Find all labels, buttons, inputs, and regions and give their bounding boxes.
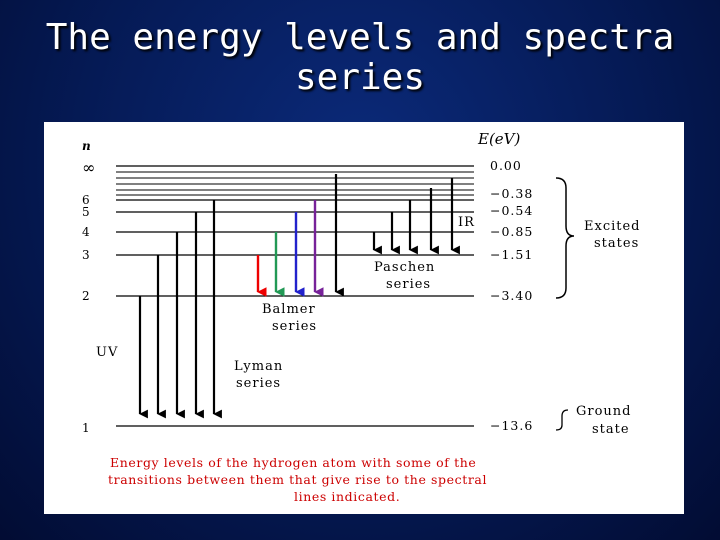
level-n-label-inf: ∞ bbox=[82, 158, 95, 177]
paschen-label-line-2: series bbox=[386, 277, 431, 292]
balmer-label-line-2: series bbox=[272, 319, 317, 334]
energy-axis-label: E(eV) bbox=[477, 130, 521, 148]
excited-states-brace bbox=[555, 177, 575, 299]
n-axis-label: n bbox=[82, 139, 91, 153]
level-energy-label-2: −3.40 bbox=[490, 288, 533, 303]
energy-level-diagram: n E(eV) ∞ 0.00 6 −0.38 5 −0.54 4 −0.85 3 −1.51 2 −3… bbox=[44, 122, 684, 514]
level-n-label-1: 1 bbox=[82, 421, 90, 435]
ground-label-line-1: Ground bbox=[576, 404, 632, 419]
ground-state-brace bbox=[555, 409, 569, 431]
caption-line-3: lines indicated. bbox=[294, 489, 400, 504]
title-line-2: series bbox=[294, 57, 426, 98]
level-energy-label-4: −0.85 bbox=[490, 224, 533, 239]
ir-label: IR bbox=[458, 215, 475, 230]
lyman-label-line-1: Lyman bbox=[234, 359, 283, 374]
balmer-series-arrows bbox=[256, 174, 344, 297]
caption-line-1: Energy levels of the hydrogen atom with … bbox=[110, 455, 476, 470]
figure-caption: Energy levels of the hydrogen atom with … bbox=[108, 455, 487, 504]
level-energy-label-inf: 0.00 bbox=[490, 158, 522, 173]
lyman-label-line-2: series bbox=[236, 376, 281, 391]
level-energy-label-3: −1.51 bbox=[490, 247, 533, 262]
level-n-label-4: 4 bbox=[82, 225, 90, 239]
balmer-label-line-1: Balmer bbox=[262, 302, 316, 317]
excited-label-line-1: Excited bbox=[584, 219, 641, 234]
level-n-label-5: 5 bbox=[82, 205, 90, 219]
lyman-series-arrows bbox=[138, 200, 222, 419]
level-n-label-3: 3 bbox=[82, 248, 90, 262]
excited-label-line-2: states bbox=[594, 236, 639, 251]
level-energy-label-5: −0.54 bbox=[490, 203, 533, 218]
energy-levels: ∞ 0.00 6 −0.38 5 −0.54 4 −0.85 3 −1.51 2 −3.40 1 −13.… bbox=[82, 158, 533, 435]
uv-label: UV bbox=[96, 345, 118, 360]
ground-label-line-2: state bbox=[592, 422, 630, 437]
title-line-1: The energy levels and spectra bbox=[45, 17, 675, 58]
caption-line-2: transitions between them that give rise … bbox=[108, 472, 487, 487]
level-energy-label-6: −0.38 bbox=[490, 186, 533, 201]
slide-title: The energy levels and spectra series bbox=[0, 18, 720, 98]
level-n-label-6: 6 bbox=[82, 193, 90, 207]
energy-level-svg: n E(eV) ∞ 0.00 6 −0.38 5 −0.54 4 −0.85 3 −1.51 2 −3… bbox=[82, 130, 641, 504]
paschen-series-arrows bbox=[372, 178, 460, 255]
paschen-label-line-1: Paschen bbox=[374, 260, 435, 275]
level-energy-label-1: −13.6 bbox=[490, 418, 533, 433]
level-n-label-2: 2 bbox=[82, 289, 90, 303]
